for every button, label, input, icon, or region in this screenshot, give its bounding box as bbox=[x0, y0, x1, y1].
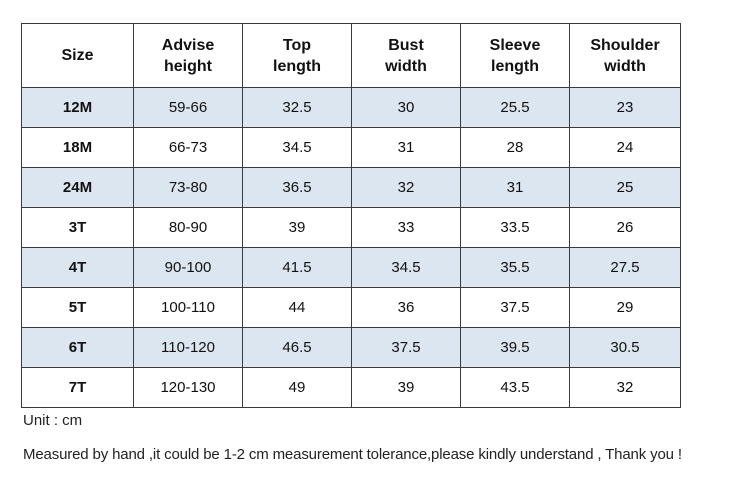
measurement-cell-sleeve-length: 37.5 bbox=[460, 287, 570, 328]
measurement-cell-bust-width: 39 bbox=[351, 367, 461, 408]
measurement-cell-top-length: 44 bbox=[242, 287, 352, 328]
column-header-line: Bust bbox=[388, 36, 424, 54]
measurement-cell-shoulder-width: 30.5 bbox=[569, 327, 681, 368]
size-label-cell: 3T bbox=[21, 207, 134, 248]
measurement-cell-sleeve-length: 39.5 bbox=[460, 327, 570, 368]
measurement-cell-sleeve-length: 43.5 bbox=[460, 367, 570, 408]
measurement-cell-advise-height: 90-100 bbox=[133, 247, 243, 288]
column-header-line: Size bbox=[61, 47, 94, 64]
table-row: 12M 59-66 32.5 30 25.5 23 bbox=[21, 87, 681, 128]
column-header-line: length bbox=[273, 57, 321, 75]
measurement-cell-bust-width: 36 bbox=[351, 287, 461, 328]
table-row: 18M 66-73 34.5 31 28 24 bbox=[21, 127, 681, 168]
table-row: 7T 120-130 49 39 43.5 32 bbox=[21, 367, 681, 408]
measurement-cell-sleeve-length: 31 bbox=[460, 167, 570, 208]
measurement-cell-advise-height: 120-130 bbox=[133, 367, 243, 408]
column-header-line: width bbox=[604, 57, 646, 75]
header-row: Size Advise height Top length Bust width Sleeve… bbox=[21, 23, 681, 88]
measurement-cell-sleeve-length: 25.5 bbox=[460, 87, 570, 128]
table-row: 4T 90-100 41.5 34.5 35.5 27.5 bbox=[21, 247, 681, 288]
column-header-size: Size bbox=[21, 23, 134, 88]
column-header-line: Sleeve bbox=[489, 36, 541, 54]
measurement-cell-top-length: 41.5 bbox=[242, 247, 352, 288]
column-header-line: Advise bbox=[161, 36, 215, 54]
measurement-cell-advise-height: 59-66 bbox=[133, 87, 243, 128]
measurement-cell-advise-height: 100-110 bbox=[133, 287, 243, 328]
measurement-cell-shoulder-width: 27.5 bbox=[569, 247, 681, 288]
tolerance-note: Measured by hand ,it could be 1-2 cm mea… bbox=[23, 446, 682, 463]
measurement-cell-shoulder-width: 26 bbox=[569, 207, 681, 248]
measurement-cell-advise-height: 73-80 bbox=[133, 167, 243, 208]
column-header-top-length: Top length bbox=[242, 23, 352, 88]
size-label-cell: 6T bbox=[21, 327, 134, 368]
column-header-line: Top bbox=[282, 36, 312, 54]
measurement-cell-shoulder-width: 25 bbox=[569, 167, 681, 208]
size-chart-header: Size Advise height Top length Bust width Sleeve… bbox=[21, 23, 681, 88]
column-header-line: height bbox=[164, 57, 212, 75]
size-label-cell: 24M bbox=[21, 167, 134, 208]
table-row: 6T 110-120 46.5 37.5 39.5 30.5 bbox=[21, 327, 681, 368]
measurement-cell-bust-width: 30 bbox=[351, 87, 461, 128]
measurement-cell-top-length: 46.5 bbox=[242, 327, 352, 368]
measurement-cell-bust-width: 32 bbox=[351, 167, 461, 208]
measurement-cell-shoulder-width: 29 bbox=[569, 287, 681, 328]
measurement-cell-sleeve-length: 35.5 bbox=[460, 247, 570, 288]
size-label-cell: 7T bbox=[21, 367, 134, 408]
measurement-cell-top-length: 34.5 bbox=[242, 127, 352, 168]
column-header-line: length bbox=[491, 57, 539, 75]
measurement-cell-shoulder-width: 23 bbox=[569, 87, 681, 128]
unit-note: Unit : cm bbox=[23, 412, 83, 429]
measurement-cell-top-length: 36.5 bbox=[242, 167, 352, 208]
measurement-cell-shoulder-width: 24 bbox=[569, 127, 681, 168]
size-label-cell: 4T bbox=[21, 247, 134, 288]
column-header-sleeve-length: Sleeve length bbox=[460, 23, 570, 88]
table-row: 5T 100-110 44 36 37.5 29 bbox=[21, 287, 681, 328]
measurement-cell-bust-width: 37.5 bbox=[351, 327, 461, 368]
table-row: 3T 80-90 39 33 33.5 26 bbox=[21, 207, 681, 248]
measurement-cell-top-length: 39 bbox=[242, 207, 352, 248]
table-row: 24M 73-80 36.5 32 31 25 bbox=[21, 167, 681, 208]
size-chart-table: Size Advise height Top length Bust width Sleeve… bbox=[21, 23, 681, 408]
measurement-cell-shoulder-width: 32 bbox=[569, 367, 681, 408]
measurement-cell-advise-height: 80-90 bbox=[133, 207, 243, 248]
column-header-shoulder-width: Shoulder width bbox=[569, 23, 681, 88]
size-chart-body: 12M 59-66 32.5 30 25.5 23 18M 66-73 34.5 31 28 24 24… bbox=[21, 87, 681, 408]
size-label-cell: 12M bbox=[21, 87, 134, 128]
measurement-cell-top-length: 49 bbox=[242, 367, 352, 408]
measurement-cell-advise-height: 110-120 bbox=[133, 327, 243, 368]
column-header-advise-height: Advise height bbox=[133, 23, 243, 88]
measurement-cell-sleeve-length: 33.5 bbox=[460, 207, 570, 248]
column-header-line: Shoulder bbox=[590, 36, 660, 54]
measurement-cell-advise-height: 66-73 bbox=[133, 127, 243, 168]
column-header-line: width bbox=[385, 57, 427, 75]
size-label-cell: 5T bbox=[21, 287, 134, 328]
measurement-cell-bust-width: 33 bbox=[351, 207, 461, 248]
column-header-bust-width: Bust width bbox=[351, 23, 461, 88]
size-label-cell: 18M bbox=[21, 127, 134, 168]
measurement-cell-top-length: 32.5 bbox=[242, 87, 352, 128]
measurement-cell-bust-width: 31 bbox=[351, 127, 461, 168]
measurement-cell-sleeve-length: 28 bbox=[460, 127, 570, 168]
measurement-cell-bust-width: 34.5 bbox=[351, 247, 461, 288]
